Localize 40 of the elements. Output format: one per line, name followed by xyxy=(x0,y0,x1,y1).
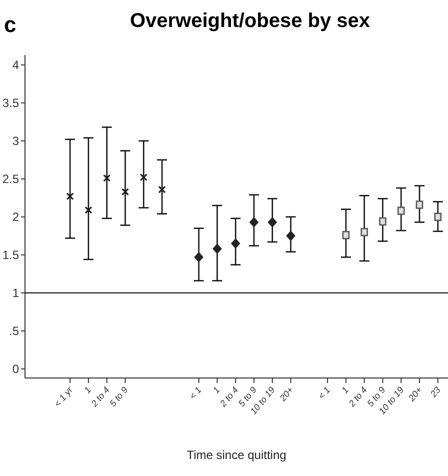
point xyxy=(360,228,368,236)
y-tick-label: 3 xyxy=(12,134,20,148)
point xyxy=(140,174,148,182)
x-tick-label: 1 xyxy=(210,384,222,396)
x-tick-label: 20+ xyxy=(277,384,296,404)
x-tick-label: < 1 xyxy=(187,384,204,402)
y-tick-label: .5 xyxy=(8,324,20,338)
point xyxy=(397,206,405,215)
point xyxy=(103,174,111,182)
point xyxy=(121,188,130,196)
point xyxy=(158,186,166,194)
point xyxy=(194,252,204,262)
x-tick-label: 1 xyxy=(82,384,93,396)
x-tick-label: < 1 yr xyxy=(52,384,76,409)
point xyxy=(84,206,92,214)
text: c xyxy=(4,12,16,38)
x-tick-label: < 1 xyxy=(316,384,332,402)
x-tick-label: 20+ xyxy=(406,384,424,404)
y-tick-label: 4 xyxy=(12,58,20,72)
chart-title: Overweight/obese by sex xyxy=(128,10,372,33)
point xyxy=(416,200,424,209)
point xyxy=(231,238,240,248)
point xyxy=(342,230,350,240)
point xyxy=(434,212,442,222)
point xyxy=(379,217,386,226)
point xyxy=(286,230,296,241)
point xyxy=(66,192,74,200)
y-tick-label: 0 xyxy=(12,362,20,376)
y-tick-label: 1.5 xyxy=(2,248,20,262)
point xyxy=(249,217,258,228)
y-tick-label: 2.5 xyxy=(2,172,20,186)
y-tick-label: 1 xyxy=(12,286,20,300)
y-tick-label: 2 xyxy=(12,210,20,224)
point xyxy=(268,217,277,228)
x-tick-label: 5 to 9 xyxy=(108,384,130,409)
x-tick-label: 23 xyxy=(428,384,442,400)
x-axis-title: Time since quitting xyxy=(186,448,288,462)
x-tick-label: 1 xyxy=(340,384,350,396)
y-tick-label: 3.5 xyxy=(2,96,20,110)
point xyxy=(212,244,222,254)
